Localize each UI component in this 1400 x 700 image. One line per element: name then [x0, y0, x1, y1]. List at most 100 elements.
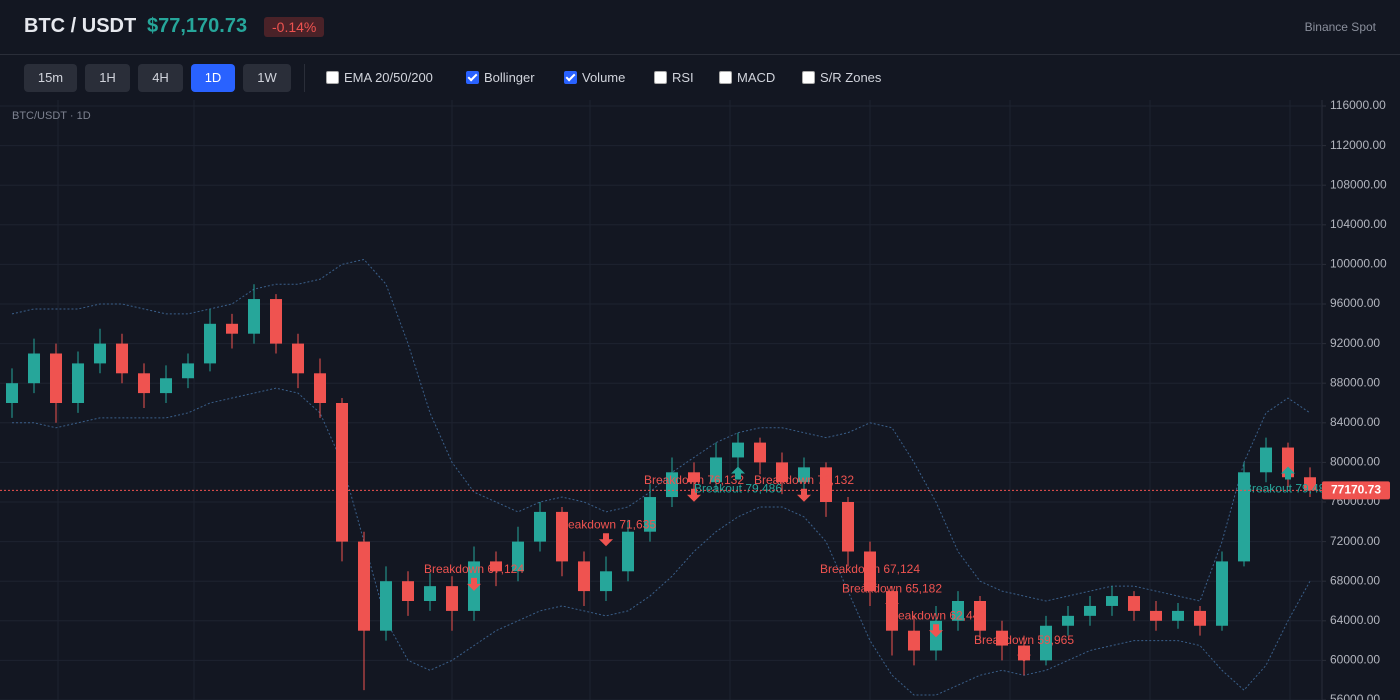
indicator-toggle[interactable]: Bollinger	[466, 70, 535, 86]
candle-body	[314, 373, 326, 403]
last-price-badge	[1322, 481, 1390, 500]
candle-body	[952, 601, 964, 621]
signal-arrow	[687, 488, 701, 502]
candle-body	[116, 343, 128, 374]
candle-body	[1040, 625, 1052, 661]
signal-label: Breakout 79,486	[694, 482, 782, 496]
y-tick-label: 72000.00	[1330, 534, 1380, 548]
candle-body	[754, 442, 766, 463]
candle-body	[1106, 596, 1118, 606]
candle-body	[1216, 561, 1228, 626]
symbol-title: BTC / USDT	[24, 15, 137, 37]
candle-body	[1194, 610, 1206, 626]
timeframe-button[interactable]: 15m	[24, 64, 77, 92]
indicator-label: RSI	[672, 70, 694, 85]
timeframe-button[interactable]: 1D	[191, 64, 235, 92]
header: BTC / USDT $77,170.73 -0.14% Binance Spo…	[0, 0, 1400, 55]
candle-body	[578, 561, 590, 592]
signal-label: Breakdown 65,182	[842, 581, 942, 595]
indicator-label: S/R Zones	[820, 70, 882, 85]
y-tick-label: 68000.00	[1330, 573, 1380, 587]
indicator-toggle[interactable]: Volume	[564, 70, 625, 86]
indicator-label: MACD	[737, 70, 776, 85]
signal-label: Breakdown 62,440	[886, 608, 986, 622]
y-tick-label: 56000.00	[1330, 692, 1380, 700]
vertical-grid	[57, 100, 1291, 700]
candle-body	[1260, 447, 1272, 473]
signal-arrow	[863, 577, 877, 591]
candle-body	[380, 581, 392, 631]
signal-label: Breakdown 67,124	[424, 562, 524, 576]
indicator-label: Volume	[582, 70, 626, 85]
y-tick-label: 84000.00	[1330, 415, 1380, 429]
signal-arrow	[1017, 648, 1031, 662]
signal-arrow	[1281, 466, 1295, 480]
candle-body	[644, 497, 656, 532]
checkbox[interactable]	[654, 71, 667, 84]
checkbox[interactable]	[466, 71, 479, 84]
candle-body	[1172, 610, 1184, 621]
timeframe-button[interactable]: 1W	[243, 64, 291, 92]
signal-arrow	[929, 624, 943, 638]
toolbar: 15m 1H 4H 1D 1W EMA 20/50/200 Bollinger Volume R…	[0, 55, 1400, 101]
checkbox[interactable]	[802, 71, 815, 84]
candle-body	[182, 363, 194, 379]
candle-body	[6, 383, 18, 403]
candle-body	[1084, 605, 1096, 616]
timeframe-button[interactable]: 4H	[138, 64, 183, 92]
candle-body	[710, 457, 722, 483]
candle-body	[402, 581, 414, 601]
candle-body	[974, 601, 986, 631]
signal-arrow	[467, 577, 481, 591]
y-tick-label: 64000.00	[1330, 613, 1380, 627]
candle-body	[226, 323, 238, 334]
candle-body	[600, 571, 612, 592]
candle-body	[842, 502, 854, 552]
candle-body	[204, 323, 216, 364]
signal-arrow	[731, 466, 745, 480]
candle-body	[446, 586, 458, 611]
timeframe-button[interactable]: 1H	[85, 64, 130, 92]
candle-body	[1128, 596, 1140, 611]
chart: BTC/USDT · 1D 56000.00 60000.00 64000.00 68…	[0, 100, 1400, 700]
checkbox[interactable]	[719, 71, 732, 84]
price-change: -0.14%	[264, 17, 325, 37]
candle-body	[1062, 615, 1074, 626]
candle-body	[776, 462, 788, 483]
signal-arrow	[599, 533, 613, 547]
signal-label: Breakdown 71,635	[556, 517, 656, 531]
separator	[304, 64, 305, 92]
checkbox[interactable]	[564, 71, 577, 84]
candle-body	[688, 472, 700, 483]
indicator-label: Bollinger	[484, 70, 535, 85]
checkbox[interactable]	[326, 71, 339, 84]
indicator-toggle[interactable]: S/R Zones	[802, 70, 881, 86]
candle-body	[72, 363, 84, 403]
candle-body	[138, 373, 150, 394]
candle-body	[1150, 610, 1162, 621]
y-tick-label: 96000.00	[1330, 296, 1380, 310]
signal-label: Breakdown 76,132	[754, 473, 854, 487]
indicator-toggle[interactable]: MACD	[719, 70, 775, 86]
last-price: $77,170.73	[147, 15, 248, 37]
candle-body	[996, 630, 1008, 646]
last-price-label: 77170.73	[1331, 483, 1381, 497]
y-tick-label: 116000.00	[1330, 100, 1386, 112]
candle-body	[248, 299, 260, 334]
indicator-label: EMA 20/50/200	[344, 70, 433, 85]
indicator-toggle[interactable]: RSI	[654, 70, 694, 86]
chart-title: BTC/USDT · 1D	[12, 110, 91, 122]
candle-body	[556, 511, 568, 562]
candle-body	[732, 442, 744, 458]
candle-body	[908, 630, 920, 651]
chart-bg	[0, 100, 1400, 700]
candle-body	[424, 586, 436, 601]
y-tick-label: 112000.00	[1330, 138, 1386, 152]
indicator-toggle[interactable]: EMA 20/50/200	[326, 70, 433, 86]
candle-body	[292, 343, 304, 374]
candle-body	[160, 378, 172, 394]
candle-body	[512, 541, 524, 572]
candle-body	[336, 403, 348, 542]
candle-body	[534, 511, 546, 542]
